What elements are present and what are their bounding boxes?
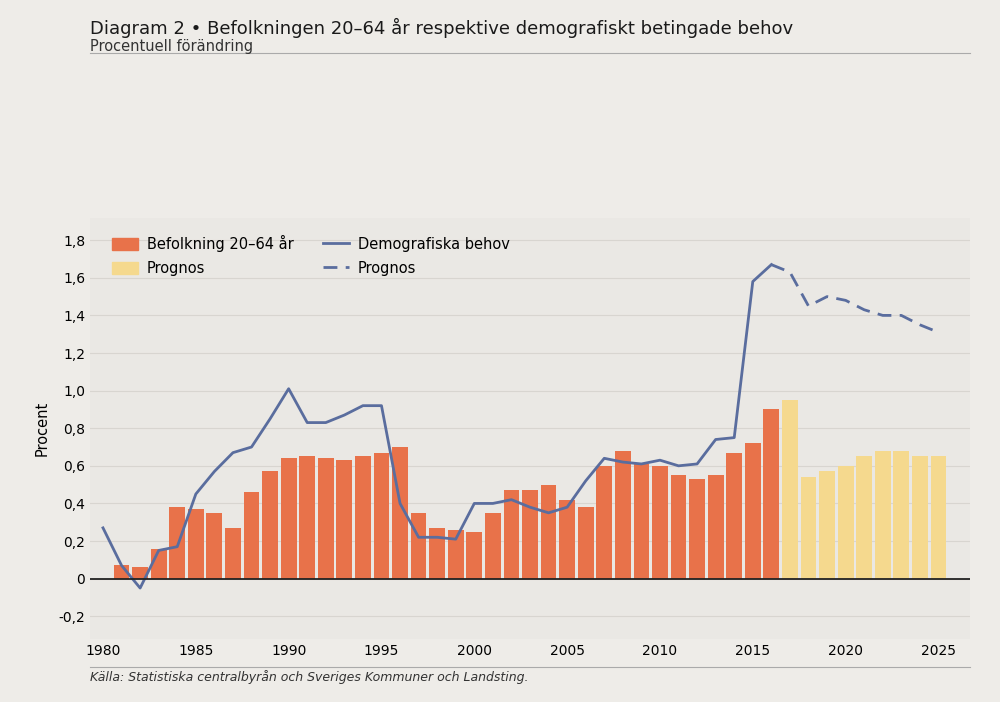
Legend: Befolkning 20–64 år, Prognos, Demografiska behov, Prognos: Befolkning 20–64 år, Prognos, Demografis… (106, 229, 516, 282)
Bar (856, 456, 872, 578)
Bar (114, 566, 129, 578)
Bar (262, 472, 278, 578)
Bar (875, 451, 891, 578)
Bar (541, 484, 556, 578)
Bar (485, 513, 501, 578)
Bar (931, 456, 946, 578)
Bar (559, 500, 575, 578)
Bar (392, 447, 408, 578)
Bar (634, 464, 649, 578)
Bar (225, 528, 241, 578)
Bar (188, 509, 204, 578)
Bar (411, 513, 426, 578)
Text: Källa: Statistiska centralbyrån och Sveriges Kommuner och Landsting.: Källa: Statistiska centralbyrån och Sver… (90, 670, 528, 684)
Bar (151, 548, 167, 578)
Bar (726, 453, 742, 578)
Bar (763, 409, 779, 578)
Bar (281, 458, 297, 578)
Bar (708, 475, 724, 578)
Bar (745, 443, 761, 578)
Bar (336, 461, 352, 578)
Bar (522, 490, 538, 578)
Y-axis label: Procent: Procent (35, 401, 50, 456)
Bar (318, 458, 334, 578)
Bar (689, 479, 705, 578)
Text: Procentuell förändring: Procentuell förändring (90, 39, 253, 53)
Bar (169, 507, 185, 578)
Bar (782, 400, 798, 578)
Bar (819, 472, 835, 578)
Bar (206, 513, 222, 578)
Bar (374, 453, 389, 578)
Text: Diagram 2 • Befolkningen 20–64 år respektive demografiskt betingade behov: Diagram 2 • Befolkningen 20–64 år respek… (90, 18, 793, 38)
Bar (801, 477, 816, 578)
Bar (838, 466, 854, 578)
Bar (671, 475, 686, 578)
Bar (912, 456, 928, 578)
Bar (355, 456, 371, 578)
Bar (596, 466, 612, 578)
Bar (244, 492, 259, 578)
Bar (132, 567, 148, 578)
Bar (504, 490, 519, 578)
Bar (578, 507, 594, 578)
Bar (615, 451, 631, 578)
Bar (893, 451, 909, 578)
Bar (466, 531, 482, 578)
Bar (652, 466, 668, 578)
Bar (448, 530, 464, 578)
Bar (299, 456, 315, 578)
Bar (429, 528, 445, 578)
